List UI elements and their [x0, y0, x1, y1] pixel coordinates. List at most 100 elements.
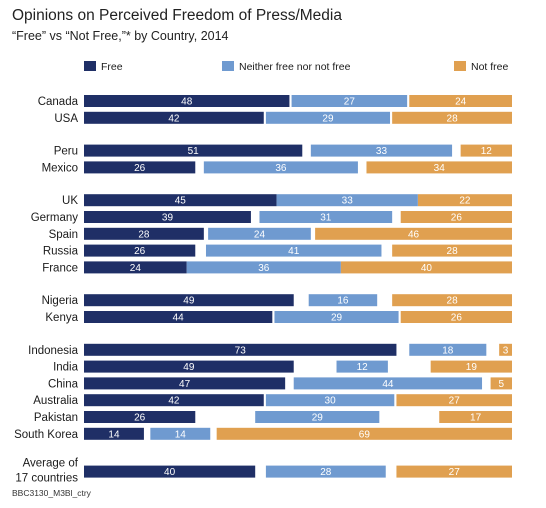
- bar-neither-mexico: [203, 161, 358, 174]
- value-not-free-peru: 12: [481, 146, 493, 157]
- bar-not-free-pakistan: [439, 411, 512, 423]
- bar-free-canada: [84, 95, 290, 107]
- value-neither-uk: 33: [342, 196, 354, 207]
- value-not-free-canada: 24: [455, 97, 467, 108]
- value-neither-peru: 33: [376, 146, 388, 157]
- bar-neither-peru: [310, 144, 453, 157]
- bar-neither-france: [186, 261, 341, 274]
- bar-not-free-russia: [392, 244, 512, 257]
- value-free-russia: 26: [134, 246, 146, 257]
- value-free-peru: 51: [188, 146, 200, 157]
- value-not-free-australia: 27: [449, 396, 461, 407]
- value-not-free-russia: 28: [447, 246, 459, 257]
- value-neither-average-of-17-countries: 28: [320, 467, 332, 478]
- bar-not-free-south-korea: [216, 427, 512, 440]
- legend-swatch-free: [84, 61, 96, 71]
- bar-neither-average-of-17-countries: [265, 465, 386, 478]
- legend-label-neither: Neither free nor not free: [239, 61, 351, 73]
- value-neither-india: 12: [357, 362, 369, 373]
- legend-label-free: Free: [101, 61, 123, 73]
- bar-not-free-mexico: [366, 161, 512, 174]
- bar-not-free-spain: [315, 227, 512, 240]
- bar-not-free-france: [340, 261, 512, 274]
- chart-subtitle: “Free” vs “Not Free,”* by Country, 2014: [12, 29, 229, 43]
- bar-free-kenya: [84, 311, 273, 323]
- bar-free-russia: [84, 244, 196, 257]
- value-neither-germany: 31: [320, 213, 332, 224]
- row-label-france: France: [42, 262, 78, 274]
- row-label-peru: Peru: [54, 146, 78, 158]
- bar-free-peru: [84, 144, 303, 157]
- legend-label-not_free: Not free: [471, 61, 509, 73]
- value-neither-australia: 30: [325, 396, 337, 407]
- bar-not-free-canada: [409, 95, 512, 107]
- legend-swatch-not_free: [454, 61, 466, 71]
- value-neither-usa: 29: [322, 113, 334, 124]
- value-not-free-average-of-17-countries: 27: [449, 467, 461, 478]
- value-free-france: 24: [130, 263, 142, 274]
- bar-not-free-average-of-17-countries: [396, 465, 512, 478]
- row-label-average-of-17-countries-line2: 17 countries: [15, 473, 78, 485]
- value-neither-spain: 24: [254, 229, 266, 240]
- value-not-free-south-korea: 69: [359, 429, 371, 440]
- value-free-canada: 48: [181, 97, 193, 108]
- value-not-free-usa: 28: [447, 113, 459, 124]
- bar-not-free-india: [430, 360, 512, 373]
- value-not-free-france: 40: [421, 263, 433, 274]
- bar-free-australia: [84, 394, 264, 407]
- value-neither-mexico: 36: [275, 163, 287, 174]
- value-free-china: 47: [179, 379, 191, 390]
- value-free-india: 49: [183, 362, 195, 373]
- row-label-kenya: Kenya: [45, 312, 78, 324]
- value-free-nigeria: 49: [183, 296, 195, 307]
- bar-not-free-peru: [460, 144, 512, 157]
- row-label-south-korea: South Korea: [14, 429, 79, 441]
- legend-swatch-neither: [222, 61, 234, 71]
- value-neither-kenya: 29: [331, 313, 343, 324]
- row-label-canada: Canada: [38, 96, 79, 108]
- row-label-mexico: Mexico: [42, 162, 78, 174]
- value-not-free-spain: 46: [408, 229, 420, 240]
- value-free-mexico: 26: [134, 163, 146, 174]
- value-neither-france: 36: [258, 263, 270, 274]
- value-free-germany: 39: [162, 213, 174, 224]
- bar-free-usa: [84, 111, 264, 124]
- row-label-indonesia: Indonesia: [28, 345, 78, 357]
- bar-not-free-kenya: [400, 311, 512, 323]
- value-neither-russia: 41: [288, 246, 300, 257]
- bar-free-china: [84, 377, 286, 390]
- value-neither-nigeria: 16: [337, 296, 349, 307]
- value-not-free-nigeria: 28: [447, 296, 459, 307]
- value-not-free-uk: 22: [459, 196, 471, 207]
- row-label-spain: Spain: [49, 229, 78, 241]
- bar-neither-russia: [205, 244, 382, 257]
- value-neither-canada: 27: [344, 97, 356, 108]
- bar-neither-india: [336, 360, 388, 373]
- bar-neither-uk: [276, 194, 418, 207]
- bar-neither-germany: [259, 211, 393, 223]
- value-not-free-indonesia: 3: [503, 345, 509, 356]
- value-not-free-china: 5: [499, 379, 505, 390]
- chart-title: Opinions on Perceived Freedom of Press/M…: [12, 7, 342, 24]
- bar-free-nigeria: [84, 294, 294, 307]
- bar-neither-spain: [208, 227, 311, 240]
- row-label-pakistan: Pakistan: [34, 412, 78, 424]
- value-not-free-germany: 26: [451, 213, 463, 224]
- value-neither-south-korea: 14: [175, 429, 187, 440]
- bar-free-germany: [84, 211, 251, 223]
- bar-not-free-australia: [396, 394, 512, 407]
- bar-neither-indonesia: [409, 343, 487, 356]
- row-label-germany: Germany: [31, 212, 79, 224]
- row-label-uk: UK: [62, 195, 78, 207]
- bar-free-india: [84, 360, 294, 373]
- bar-not-free-uk: [417, 194, 512, 207]
- bar-not-free-china: [490, 377, 512, 390]
- bar-neither-china: [293, 377, 483, 390]
- row-label-usa: USA: [54, 113, 78, 125]
- bar-not-free-indonesia: [499, 343, 512, 356]
- bar-free-france: [84, 261, 187, 274]
- value-free-australia: 42: [168, 396, 180, 407]
- bar-free-spain: [84, 227, 204, 240]
- bar-free-indonesia: [84, 343, 397, 356]
